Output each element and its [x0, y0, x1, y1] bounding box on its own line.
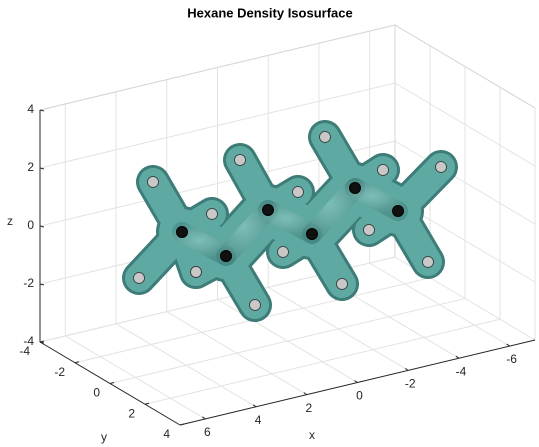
z-tick [40, 168, 44, 169]
grid-line [110, 299, 465, 384]
z-tick-label: 2 [27, 160, 34, 174]
hydrogen-atom [191, 267, 202, 278]
carbon-atom [221, 251, 232, 262]
hydrogen-atom [293, 187, 304, 198]
z-tick [40, 284, 44, 285]
x-tick-label: -4 [456, 364, 467, 378]
grid-line [145, 319, 500, 404]
y-tick [180, 424, 184, 425]
hydrogen-atom [134, 273, 145, 284]
x-tick-label: 6 [204, 425, 211, 439]
hydrogen-atom [207, 209, 218, 220]
hydrogen-atom [250, 300, 261, 311]
z-tick-label: -4 [23, 334, 34, 348]
page: {"chart_data": {"type": "isosurface3d", … [0, 0, 539, 447]
hydrogen-atom [337, 279, 348, 290]
hydrogen-atom [235, 155, 246, 166]
hydrogen-atom [320, 132, 331, 143]
y-tick-label: 0 [93, 386, 100, 400]
chart-title: Hexane Density Isosurface [187, 5, 352, 20]
x-tick-label: -6 [506, 352, 517, 366]
hydrogen-atom [364, 225, 375, 236]
y-axis-label: y [101, 430, 107, 444]
carbon-atom [263, 205, 274, 216]
hydrogen-atom [148, 177, 159, 188]
hydrogen-atom [378, 165, 389, 176]
z-tick-label: 4 [27, 102, 34, 116]
chart: Hexane Density Isosurface x y z -6 -4 -2 0 2… [0, 0, 539, 447]
z-tick [40, 226, 44, 227]
carbon-atom [177, 227, 188, 238]
y-tick [110, 383, 114, 384]
x-tick-label: -2 [405, 377, 416, 391]
carbon-atom [307, 229, 318, 240]
y-tick-label: 4 [163, 427, 170, 441]
isosurface [139, 137, 441, 305]
carbon-atom [393, 206, 404, 217]
x-tick-label: 2 [305, 401, 312, 415]
z-axis-label: z [7, 214, 13, 228]
hydrogen-atom [436, 162, 447, 173]
hydrogen-atom [278, 247, 289, 258]
y-tick-label: -2 [54, 365, 65, 379]
x-axis-label: x [309, 428, 315, 442]
hydrogen-atom [423, 257, 434, 268]
x-tick-label: 0 [356, 389, 363, 403]
z-tick [40, 110, 44, 111]
z-tick-label: -2 [23, 276, 34, 290]
y-tick [145, 403, 149, 404]
y-tick-label: 2 [128, 406, 135, 420]
carbon-atom [350, 183, 361, 194]
y-tick [75, 362, 79, 363]
x-tick-label: 4 [255, 413, 262, 427]
z-tick-label: 0 [27, 218, 34, 232]
